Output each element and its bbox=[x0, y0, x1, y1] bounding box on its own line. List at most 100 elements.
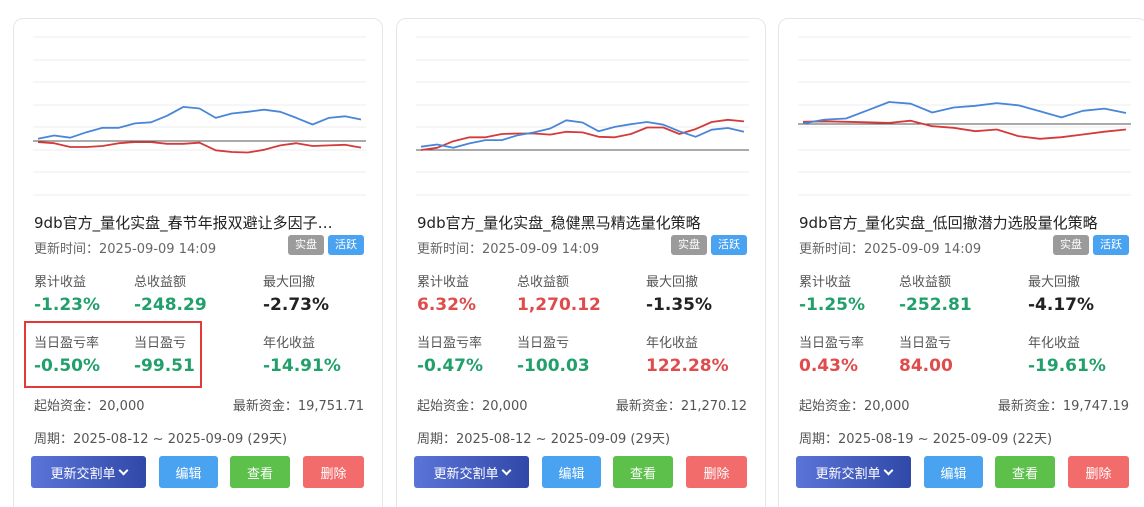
delete-button[interactable]: 删除 bbox=[1068, 456, 1129, 488]
stat-label: 当日盈亏 bbox=[517, 336, 570, 351]
stat-label: 当日盈亏率 bbox=[34, 336, 100, 351]
latest-capital: 最新资金：19,747.19 bbox=[997, 399, 1129, 414]
stat-label: 总收益额 bbox=[517, 275, 570, 290]
update-time: 更新时间：2025-09-09 14:09 bbox=[417, 238, 599, 257]
strategy-title[interactable]: 9db官方_量化实盘_低回撤潜力选股量化策略 bbox=[799, 214, 1098, 232]
stat-label: 累计收益 bbox=[799, 275, 852, 290]
live-badge: 实盘 bbox=[1053, 235, 1089, 255]
stat-daily-pnl: 当日盈亏 -100.03 bbox=[517, 332, 590, 376]
stat-value: -1.23% bbox=[34, 295, 101, 315]
stat-annual-return: 年化收益 122.28% bbox=[646, 332, 729, 376]
strategy-title[interactable]: 9db官方_量化实盘_春节年报双避让多因子… bbox=[34, 214, 333, 232]
stat-label: 当日盈亏 bbox=[134, 336, 187, 351]
action-buttons: 更新交割单 编辑 查看 删除 bbox=[796, 456, 1129, 488]
start-capital: 起始资金：20,000 bbox=[799, 399, 910, 414]
update-time-value: 2025-09-09 14:09 bbox=[864, 242, 982, 257]
strategy-line bbox=[802, 101, 1127, 125]
view-button[interactable]: 查看 bbox=[995, 456, 1055, 488]
delete-button[interactable]: 删除 bbox=[686, 456, 747, 488]
stat-value: -0.50% bbox=[34, 356, 101, 376]
stat-daily-rate: 当日盈亏率 -0.50% bbox=[34, 332, 100, 376]
strategy-line bbox=[37, 106, 362, 140]
badges: 实盘 活跃 bbox=[671, 235, 747, 255]
delete-button[interactable]: 删除 bbox=[303, 456, 364, 488]
strategy-title[interactable]: 9db官方_量化实盘_稳健黑马精选量化策略 bbox=[417, 214, 701, 232]
highlight-box bbox=[24, 321, 202, 388]
period: 周期：2025-08-12 ~ 2025-09-09 (29天) bbox=[417, 432, 671, 447]
live-badge: 实盘 bbox=[671, 235, 707, 255]
stat-label: 累计收益 bbox=[34, 275, 87, 290]
stat-daily-rate: 当日盈亏率 -0.47% bbox=[417, 332, 483, 376]
live-badge: 实盘 bbox=[288, 235, 324, 255]
edit-button[interactable]: 编辑 bbox=[542, 456, 601, 488]
stat-label: 总收益额 bbox=[134, 275, 187, 290]
stat-label: 最大回撤 bbox=[1028, 275, 1081, 290]
update-trades-label: 更新交割单 bbox=[815, 465, 881, 481]
badges: 实盘 活跃 bbox=[288, 235, 364, 255]
active-badge: 活跃 bbox=[328, 235, 364, 255]
stat-cum-return: 累计收益 -1.23% bbox=[34, 271, 100, 315]
stat-total-pnl: 总收益额 -252.81 bbox=[899, 271, 972, 315]
stat-value: -100.03 bbox=[517, 356, 590, 376]
start-capital: 起始资金：20,000 bbox=[417, 399, 528, 414]
active-badge: 活跃 bbox=[1093, 235, 1129, 255]
stat-value: 84.00 bbox=[899, 356, 953, 376]
active-badge: 活跃 bbox=[711, 235, 747, 255]
stat-annual-return: 年化收益 -14.91% bbox=[263, 332, 341, 376]
stat-daily-pnl: 当日盈亏 -99.51 bbox=[134, 332, 195, 376]
update-time-value: 2025-09-09 14:09 bbox=[99, 242, 217, 257]
stat-label: 年化收益 bbox=[1028, 336, 1081, 351]
equity-chart-svg bbox=[798, 36, 1131, 196]
start-capital: 起始资金：20,000 bbox=[34, 399, 145, 414]
update-trades-label: 更新交割单 bbox=[433, 465, 499, 481]
stat-label: 当日盈亏率 bbox=[417, 336, 483, 351]
update-time-label: 更新时间： bbox=[799, 242, 865, 257]
update-time-value: 2025-09-09 14:09 bbox=[482, 242, 600, 257]
stat-label: 年化收益 bbox=[646, 336, 699, 351]
stat-value: 122.28% bbox=[646, 356, 729, 376]
edit-button[interactable]: 编辑 bbox=[924, 456, 983, 488]
view-button[interactable]: 查看 bbox=[230, 456, 290, 488]
action-buttons: 更新交割单 编辑 查看 删除 bbox=[31, 456, 364, 488]
stat-label: 最大回撤 bbox=[263, 275, 316, 290]
stat-value: -248.29 bbox=[134, 295, 207, 315]
equity-chart-svg bbox=[33, 36, 366, 196]
stat-value: -4.17% bbox=[1028, 295, 1095, 315]
stat-value: 0.43% bbox=[799, 356, 858, 376]
stat-value: -0.47% bbox=[417, 356, 484, 376]
stat-label: 当日盈亏率 bbox=[799, 336, 865, 351]
stat-value: 6.32% bbox=[417, 295, 476, 315]
stat-value: -14.91% bbox=[263, 356, 341, 376]
stat-label: 总收益额 bbox=[899, 275, 952, 290]
stat-max-drawdown: 最大回撤 -2.73% bbox=[263, 271, 329, 315]
view-button[interactable]: 查看 bbox=[613, 456, 673, 488]
stat-value: -19.61% bbox=[1028, 356, 1106, 376]
stat-total-pnl: 总收益额 1,270.12 bbox=[517, 271, 601, 315]
stat-daily-rate: 当日盈亏率 0.43% bbox=[799, 332, 864, 376]
stat-value: -1.25% bbox=[799, 295, 866, 315]
stat-value: 1,270.12 bbox=[517, 295, 601, 315]
stat-value: -2.73% bbox=[263, 295, 330, 315]
badges: 实盘 活跃 bbox=[1053, 235, 1129, 255]
chevron-down-icon bbox=[118, 465, 128, 475]
stat-daily-pnl: 当日盈亏 84.00 bbox=[899, 332, 953, 376]
stat-label: 最大回撤 bbox=[646, 275, 699, 290]
update-trades-dropdown-button[interactable]: 更新交割单 bbox=[31, 456, 146, 488]
equity-chart bbox=[798, 29, 1131, 204]
action-buttons: 更新交割单 编辑 查看 删除 bbox=[414, 456, 747, 488]
stat-label: 年化收益 bbox=[263, 336, 316, 351]
period: 周期：2025-08-19 ~ 2025-09-09 (22天) bbox=[799, 432, 1053, 447]
strategy-card: 9db官方_量化实盘_低回撤潜力选股量化策略 更新时间：2025-09-09 1… bbox=[778, 18, 1144, 507]
strategy-card: 9db官方_量化实盘_春节年报双避让多因子… 更新时间：2025-09-09 1… bbox=[13, 18, 383, 507]
update-time-label: 更新时间： bbox=[417, 242, 483, 257]
strategy-line bbox=[420, 119, 745, 149]
latest-capital: 最新资金：19,751.71 bbox=[232, 399, 364, 414]
update-trades-dropdown-button[interactable]: 更新交割单 bbox=[796, 456, 911, 488]
update-time-label: 更新时间： bbox=[34, 242, 100, 257]
update-trades-dropdown-button[interactable]: 更新交割单 bbox=[414, 456, 529, 488]
stat-value: -99.51 bbox=[134, 356, 195, 376]
stat-max-drawdown: 最大回撤 -4.17% bbox=[1028, 271, 1094, 315]
latest-capital: 最新资金：21,270.12 bbox=[615, 399, 747, 414]
edit-button[interactable]: 编辑 bbox=[159, 456, 218, 488]
